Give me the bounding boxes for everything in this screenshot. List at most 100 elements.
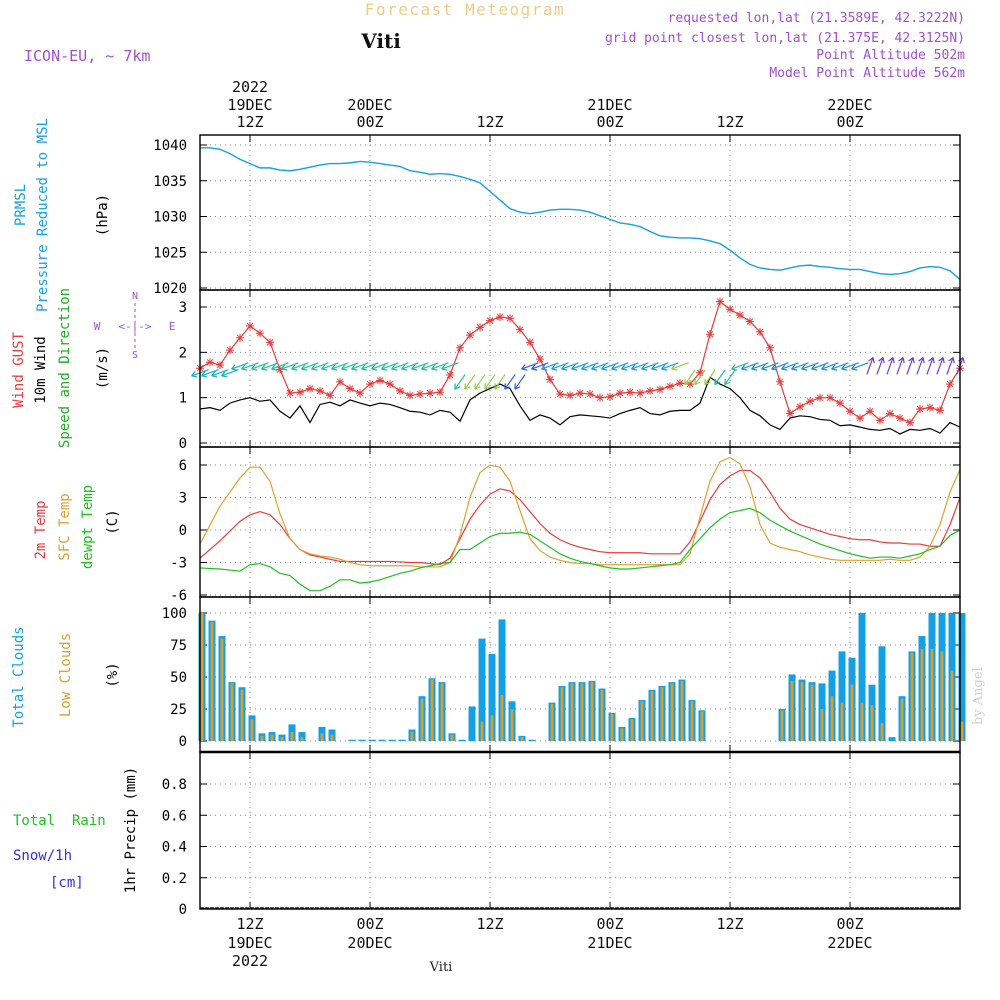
gust-label: Wind GUST (11, 332, 27, 408)
wind-arrow-head (551, 364, 558, 371)
wind-arrow-head (868, 357, 875, 364)
gust-marker (896, 414, 904, 423)
gust-marker (346, 384, 354, 393)
wind-arrow-shaft (671, 362, 689, 370)
hpa-unit: (hPa) (95, 194, 111, 236)
sfc-label: SFC Temp (57, 493, 73, 560)
wind-arrow-head (731, 364, 738, 371)
gust-marker (796, 402, 804, 411)
top-time-label: 00Z (596, 113, 623, 131)
temperature-ytick-label: 3 (179, 491, 187, 507)
wind-arrow-shaft (484, 374, 496, 390)
low-cloud-bar (860, 702, 864, 741)
gust-marker (526, 338, 534, 347)
wind-arrow-head (831, 364, 838, 371)
wind-arrow-shaft (261, 362, 279, 370)
wind-arrow-shaft (601, 362, 619, 370)
wind-arrow-shaft (724, 369, 736, 385)
low-cloud-bar (780, 710, 784, 741)
compass-arrow: <-|-> (118, 320, 151, 333)
wind-arrow-shaft (851, 362, 869, 370)
gust-marker (566, 391, 574, 400)
pressure-ytick-label: 1020 (153, 281, 187, 297)
wind-direction-arrow (724, 369, 736, 386)
gust-marker (216, 361, 224, 370)
total-cloud-bar (468, 706, 476, 741)
wind-arrow-shaft (876, 357, 884, 375)
wind-arrow-shaft (561, 362, 579, 370)
low-cloud-bar (320, 733, 324, 741)
wind-direction-arrow (514, 374, 526, 390)
wind-direction-arrow (791, 362, 809, 371)
wind-arrow-shaft (441, 362, 459, 370)
top-day-label: 21DEC (587, 96, 632, 114)
pressure-ytick-label: 1030 (153, 210, 187, 226)
low-cloud-bar (210, 621, 214, 741)
wind-arrow-shaft (371, 362, 389, 370)
total-cloud-bar (838, 651, 846, 741)
low-cloud-bar (870, 705, 874, 741)
wind-arrow-head (751, 364, 758, 371)
gust-marker (266, 338, 274, 347)
gust-marker (666, 382, 674, 391)
pressure-panel-labels: PRMSL Pressure Reduced to MSL (hPa) (13, 118, 111, 312)
wind-direction-arrow (841, 362, 859, 371)
wind-arrow-head (811, 364, 818, 371)
wind-direction-arrow (671, 362, 689, 371)
wind-direction-arrow (231, 362, 249, 371)
wind-direction-arrow (464, 374, 476, 390)
gust-marker (716, 297, 724, 306)
wind-arrow-head (514, 383, 521, 390)
wind-arrow-head (714, 378, 721, 386)
low-cloud-bar (490, 715, 494, 741)
gust-marker (596, 393, 604, 402)
wind-direction-arrow (684, 369, 696, 386)
gust-marker (826, 393, 834, 402)
low-cloud-bar (250, 719, 254, 741)
bottom-time-label: 00Z (356, 915, 383, 933)
total-cloud-bar (378, 739, 386, 741)
wind-arrow-head (621, 364, 628, 371)
wind-arrow-shaft (494, 374, 506, 390)
compass-w: W (94, 320, 101, 333)
total-cloud-bar (498, 619, 506, 741)
gust-marker (836, 399, 844, 408)
wind-arrow-shaft (311, 362, 329, 370)
gust-marker (816, 393, 824, 402)
gust-marker (396, 386, 404, 395)
total-clouds-label: Total Clouds (11, 626, 27, 727)
low-cloud-bar (810, 684, 814, 741)
wind-direction-arrow (241, 362, 259, 371)
wind-arrow-shaft (694, 369, 706, 385)
wind-arrow-head (918, 357, 925, 364)
gust-marker (586, 390, 594, 399)
wind-arrow-head (898, 357, 905, 364)
temperature-ytick-label: 0 (179, 523, 187, 539)
wind-arrow-head (271, 364, 278, 371)
wind-panel-labels: Wind GUST 10m Wind Speed and Direction (… (11, 288, 175, 448)
wind-arrow-head (651, 364, 658, 371)
wind-direction-arrow (771, 362, 789, 371)
wind-arrow-shaft (251, 362, 269, 370)
wind-arrow-shaft (591, 362, 609, 370)
gust-marker (556, 390, 564, 399)
wind-direction-arrow (876, 357, 885, 375)
gust-marker (606, 392, 614, 401)
wind-arrow-head (541, 364, 548, 371)
wind-direction-arrow (221, 369, 239, 378)
wind-arrow-head (938, 357, 945, 364)
temp2m-line (199, 469, 961, 566)
compass-s: S (132, 350, 138, 361)
wind-arrow-head (641, 364, 648, 371)
top-year-label: 2022 (232, 78, 268, 96)
wind-direction-arrow (454, 374, 466, 390)
low-cloud-bar (330, 734, 334, 741)
low-cloud-bar (620, 728, 624, 741)
wind-direction-arrow (581, 362, 599, 371)
wind-arrow-shaft (571, 362, 589, 370)
wind-direction-arrow (936, 357, 945, 375)
gust-marker (746, 317, 754, 326)
wind-arrow-shaft (731, 362, 749, 370)
wind-arrow-head (801, 364, 808, 371)
low-cloud-bar (670, 683, 674, 741)
